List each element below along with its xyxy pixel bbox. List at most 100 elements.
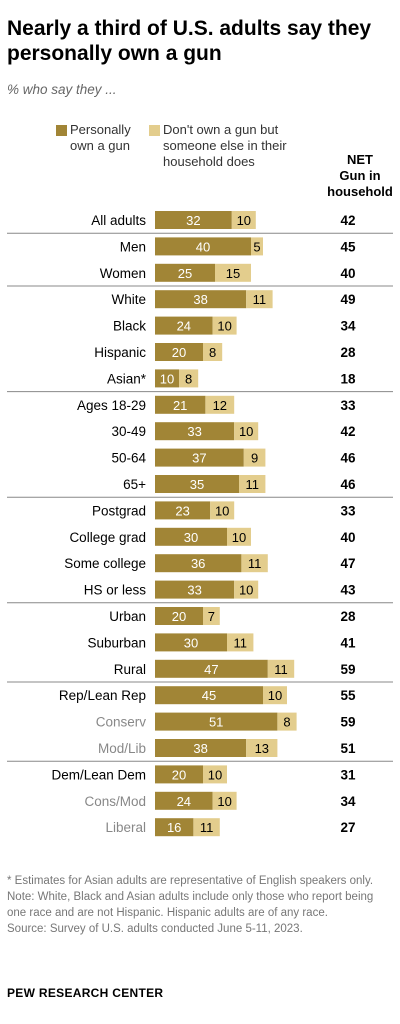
data-label-other: 11: [253, 292, 267, 307]
bar-own: [155, 211, 232, 229]
data-label-other: 10: [232, 530, 246, 545]
bar-own: [155, 263, 215, 282]
bar-other: [267, 659, 295, 678]
data-label-own: 24: [177, 794, 191, 809]
data-label-own: 20: [172, 345, 186, 360]
category-label: College grad: [69, 530, 146, 545]
bar-other: [179, 369, 199, 388]
bar-other: [277, 712, 297, 731]
net-value: 42: [340, 424, 355, 439]
bar-other: [231, 211, 256, 229]
net-value: 40: [340, 530, 355, 545]
legend-label-other: Don't own a gun but someone else in thei…: [163, 122, 287, 170]
bar-other: [251, 237, 263, 256]
data-label-other: 8: [209, 345, 216, 360]
net-header-line1: NET: [347, 152, 373, 167]
data-label-own: 30: [184, 530, 198, 545]
net-value: 18: [340, 371, 356, 386]
legend-other-line3: household does: [163, 154, 255, 169]
data-label-own: 21: [173, 398, 187, 413]
data-label-other: 10: [208, 767, 222, 782]
data-label-other: 15: [226, 266, 240, 281]
bar-other: [234, 580, 259, 599]
category-label: Black: [113, 319, 146, 334]
footnote-source: Source: Survey of U.S. adults conducted …: [7, 923, 303, 935]
category-label: 50-64: [111, 451, 146, 466]
bar-own: [155, 739, 247, 757]
data-label-other: 12: [213, 398, 227, 413]
bar-own: [155, 475, 239, 493]
org-credit: PEW RESEARCH CENTER: [7, 986, 164, 1000]
bar-own: [155, 501, 211, 520]
footnote-note: Note: White, Black and Asian adults incl…: [7, 891, 374, 919]
net-value: 28: [340, 345, 356, 360]
category-label: Mod/Lib: [98, 741, 146, 756]
bar-own: [155, 422, 235, 441]
net-value: 51: [340, 741, 356, 756]
chart-subtitle: % who say they ...: [7, 82, 117, 97]
bar-other: [203, 343, 223, 361]
data-label-own: 35: [190, 477, 204, 492]
data-label-other: 8: [283, 715, 290, 730]
category-label: Women: [100, 266, 146, 281]
data-label-other: 11: [245, 477, 259, 492]
bar-own: [155, 237, 251, 256]
bar-own: [155, 343, 203, 361]
data-label-own: 24: [177, 319, 191, 334]
bar-other: [246, 290, 273, 309]
legend-other-line1: Don't own a gun but: [163, 122, 279, 137]
bar-other: [203, 765, 227, 784]
data-label-own: 38: [193, 741, 207, 756]
net-value: 47: [340, 556, 355, 571]
bar-own: [155, 448, 244, 467]
bar-other: [193, 818, 220, 837]
bar-other: [241, 554, 268, 573]
bar-other: [239, 475, 266, 493]
bar-other: [203, 607, 220, 625]
bar-other: [212, 791, 237, 810]
category-label: Conserv: [96, 715, 147, 730]
data-label-other: 10: [268, 688, 282, 703]
category-label: Dem/Lean Dem: [51, 767, 146, 782]
bar-own: [155, 712, 278, 731]
data-label-own: 51: [209, 715, 223, 730]
legend-swatch-other: [149, 125, 160, 136]
data-label-other: 7: [208, 609, 215, 624]
net-header-line2: Gun in: [339, 168, 381, 183]
bar-other: [243, 448, 266, 467]
net-value: 46: [340, 451, 356, 466]
data-label-own: 10: [160, 371, 174, 386]
data-label-other: 10: [217, 794, 231, 809]
data-label-other: 11: [248, 556, 262, 571]
data-label-own: 36: [191, 556, 205, 571]
net-value: 41: [340, 635, 356, 650]
category-label: 65+: [123, 477, 146, 492]
category-label: Hispanic: [94, 345, 146, 360]
net-value: 49: [340, 292, 355, 307]
data-label-own: 33: [187, 583, 201, 598]
data-label-other: 5: [253, 239, 260, 254]
bar-own: [155, 290, 247, 309]
data-label-own: 38: [193, 292, 207, 307]
data-label-own: 40: [196, 239, 210, 254]
category-label: Men: [120, 239, 146, 254]
bar-own: [155, 316, 213, 335]
category-label: 30-49: [111, 424, 146, 439]
bar-other: [246, 739, 278, 757]
data-label-own: 16: [167, 820, 181, 835]
category-label: Cons/Mod: [84, 794, 146, 809]
bar-own: [155, 818, 194, 837]
bar-own: [155, 659, 268, 678]
net-value: 59: [340, 715, 355, 730]
category-label: White: [111, 292, 146, 307]
bar-own: [155, 791, 213, 810]
category-label: Asian*: [107, 371, 147, 386]
legend-other-line2: someone else in their: [163, 138, 287, 153]
net-value: 28: [340, 609, 356, 624]
data-label-own: 20: [172, 767, 186, 782]
data-label-own: 32: [186, 213, 200, 228]
category-label: Urban: [109, 609, 146, 624]
bar-other: [205, 395, 235, 414]
category-label: HS or less: [84, 583, 147, 598]
bar-other: [263, 686, 287, 705]
